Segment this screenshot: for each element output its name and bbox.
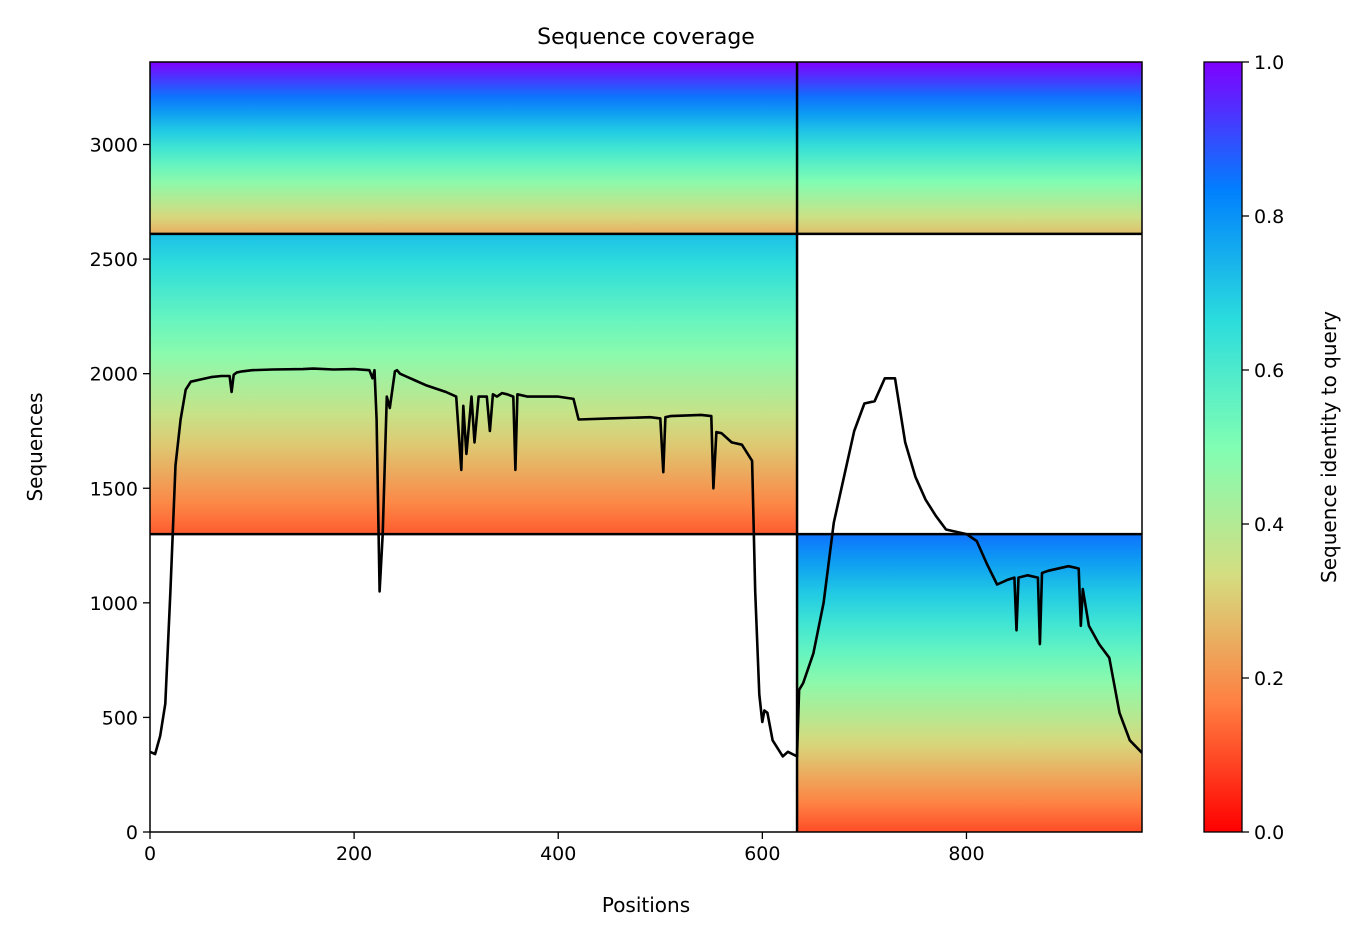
- coverage-line: [150, 367, 1142, 758]
- colorbar-label: Sequence identity to query: [1317, 311, 1341, 583]
- x-tick-label: 200: [336, 843, 372, 865]
- chart-title: Sequence coverage: [537, 25, 755, 50]
- x-tick-label: 0: [144, 843, 156, 865]
- y-tick-label: 0: [126, 822, 138, 844]
- heatmap-block-chain-B-paired: [797, 62, 1142, 234]
- heatmap-block-chain-B-only: [797, 534, 1142, 832]
- y-tick-label: 1000: [90, 593, 138, 615]
- segment-boundaries: [150, 62, 1142, 832]
- y-tick-label: 500: [102, 707, 138, 729]
- y-tick-label: 2500: [90, 249, 138, 271]
- x-tick-label: 800: [948, 843, 984, 865]
- heatmap-block-chain-A-only: [150, 233, 798, 535]
- x-axis-label: Positions: [602, 893, 690, 917]
- x-tick-label: 400: [540, 843, 576, 865]
- colorbar-tick-label: 1.0: [1254, 52, 1284, 74]
- y-tick-label: 1500: [90, 478, 138, 500]
- colorbar-tick-label: 0.6: [1254, 360, 1284, 382]
- colorbar-tick-label: 0.4: [1254, 514, 1284, 536]
- colorbar-ticks: 0.0 0.2 0.4 0.6 0.8 1.0: [1242, 52, 1284, 844]
- y-tick-label: 2000: [90, 364, 138, 386]
- colorbar-tick-label: 0.2: [1254, 668, 1284, 690]
- plot-frame: [149, 61, 1143, 833]
- y-axis-label: Sequences: [23, 392, 47, 501]
- colorbar-tick-label: 0.8: [1254, 206, 1284, 228]
- colorbar-tick-label: 0.0: [1254, 822, 1284, 844]
- coverage-heatmap: [150, 62, 1142, 832]
- y-axis: 0 500 1000 1500 2000 2500 3000: [90, 135, 150, 844]
- y-tick-label: 3000: [90, 135, 138, 157]
- x-tick-label: 600: [744, 843, 780, 865]
- x-axis: 0 200 400 600 800: [144, 832, 985, 865]
- colorbar: [1203, 61, 1243, 833]
- heatmap-block-chain-A-paired: [150, 62, 798, 234]
